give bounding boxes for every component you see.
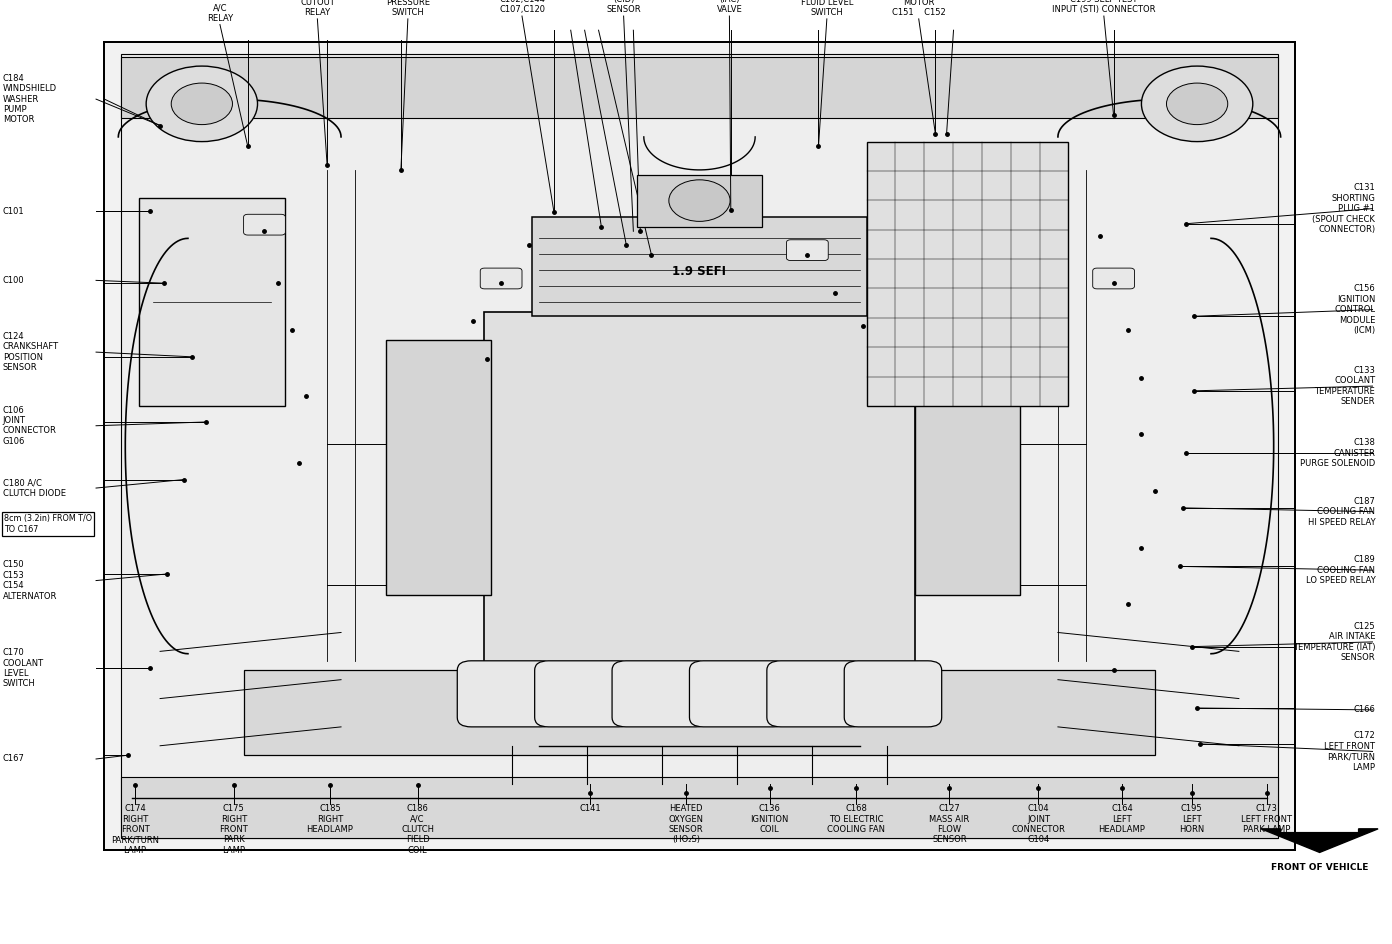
Text: C170
COOLANT
LEVEL
SWITCH: C170 COOLANT LEVEL SWITCH — [3, 649, 45, 688]
Text: C186
A/C
CLUTCH
FIELD
COIL: C186 A/C CLUTCH FIELD COIL — [401, 804, 434, 855]
FancyBboxPatch shape — [636, 175, 763, 227]
FancyBboxPatch shape — [535, 661, 632, 727]
Text: HEATED
OXYGEN
SENSOR
(HO₂S): HEATED OXYGEN SENSOR (HO₂S) — [668, 804, 704, 845]
Text: C131
SHORTING
PLUG #1
(SPOUT CHECK
CONNECTOR): C131 SHORTING PLUG #1 (SPOUT CHECK CONNE… — [1313, 183, 1375, 234]
Text: C172
LEFT FRONT
PARK/TURN
LAMP: C172 LEFT FRONT PARK/TURN LAMP — [1324, 732, 1375, 771]
Circle shape — [1141, 66, 1253, 142]
Text: C195
LEFT
HORN: C195 LEFT HORN — [1179, 804, 1204, 834]
FancyBboxPatch shape — [139, 198, 285, 406]
Text: C180 A/C
CLUTCH DIODE: C180 A/C CLUTCH DIODE — [3, 479, 65, 497]
Text: C141: C141 — [579, 804, 601, 814]
FancyBboxPatch shape — [121, 57, 1278, 118]
Text: C181
WOT
CUTOUT
RELAY: C181 WOT CUTOUT RELAY — [301, 0, 334, 17]
Text: C150
C153
C154
ALTERNATOR: C150 C153 C154 ALTERNATOR — [3, 561, 57, 600]
Text: C138
CANISTER
PURGE SOLENOID: C138 CANISTER PURGE SOLENOID — [1300, 438, 1375, 468]
FancyBboxPatch shape — [532, 217, 866, 316]
Text: C164
LEFT
HEADLAMP: C164 LEFT HEADLAMP — [1098, 804, 1146, 834]
FancyBboxPatch shape — [457, 661, 554, 727]
Text: C104
JOINT
CONNECTOR
G104: C104 JOINT CONNECTOR G104 — [1012, 804, 1065, 845]
Polygon shape — [1261, 829, 1378, 852]
Text: C124
CRANKSHAFT
POSITION
SENSOR: C124 CRANKSHAFT POSITION SENSOR — [3, 332, 58, 372]
FancyBboxPatch shape — [844, 661, 941, 727]
Circle shape — [1166, 83, 1228, 125]
FancyBboxPatch shape — [483, 312, 916, 689]
FancyBboxPatch shape — [786, 240, 828, 261]
Text: C189
COOLING FAN
LO SPEED RELAY: C189 COOLING FAN LO SPEED RELAY — [1306, 555, 1375, 585]
FancyBboxPatch shape — [244, 214, 285, 235]
Text: C173
LEFT FRONT
PARK LAMP: C173 LEFT FRONT PARK LAMP — [1242, 804, 1292, 834]
Text: C185
RIGHT
HEADLAMP: C185 RIGHT HEADLAMP — [306, 804, 354, 834]
FancyBboxPatch shape — [689, 661, 786, 727]
Text: C106
JOINT
CONNECTOR
G106: C106 JOINT CONNECTOR G106 — [3, 406, 57, 446]
FancyBboxPatch shape — [612, 661, 710, 727]
Text: FRONT OF VEHICLE: FRONT OF VEHICLE — [1271, 863, 1368, 872]
FancyBboxPatch shape — [121, 54, 1278, 838]
Text: C167: C167 — [3, 754, 25, 764]
Text: C100: C100 — [3, 276, 25, 285]
Text: C119
CYLINDER
IDENTIFICATION
(CID)
SENSOR: C119 CYLINDER IDENTIFICATION (CID) SENSO… — [590, 0, 657, 14]
Text: C171
TO BRAKE
FLUID LEVEL
SWITCH: C171 TO BRAKE FLUID LEVEL SWITCH — [800, 0, 853, 17]
Text: C190
A/C
RELAY: C190 A/C RELAY — [207, 0, 232, 23]
Text: C136
IGNITION
COIL: C136 IGNITION COIL — [750, 804, 789, 834]
Text: C174
RIGHT
FRONT
PARK/TURN
LAMP: C174 RIGHT FRONT PARK/TURN LAMP — [111, 804, 159, 855]
Text: 8cm (3.2in) FROM T/O
TO C167: 8cm (3.2in) FROM T/O TO C167 — [4, 514, 92, 533]
Text: C125
AIR INTAKE
TEMPERATURE (IAT)
SENSOR: C125 AIR INTAKE TEMPERATURE (IAT) SENSOR — [1293, 622, 1375, 662]
FancyBboxPatch shape — [916, 340, 1019, 595]
Text: C168
TO ELECTRIC
COOLING FAN: C168 TO ELECTRIC COOLING FAN — [827, 804, 885, 834]
Text: C156
IGNITION
CONTROL
MODULE
(ICM): C156 IGNITION CONTROL MODULE (ICM) — [1335, 284, 1375, 335]
FancyBboxPatch shape — [386, 340, 490, 595]
FancyBboxPatch shape — [1093, 268, 1134, 289]
Text: C175
RIGHT
FRONT
PARK
LAMP: C175 RIGHT FRONT PARK LAMP — [220, 804, 248, 855]
Circle shape — [146, 66, 258, 142]
Text: C166: C166 — [1353, 705, 1375, 715]
Text: 1.9 SEFI: 1.9 SEFI — [672, 265, 727, 278]
Text: C142
CLUTCH CYCLING
PRESSURE
SWITCH: C142 CLUTCH CYCLING PRESSURE SWITCH — [372, 0, 444, 17]
FancyBboxPatch shape — [866, 142, 1069, 406]
Text: C127
MASS AIR
FLOW
SENSOR: C127 MASS AIR FLOW SENSOR — [930, 804, 969, 845]
Text: FUEL
INJECTORS
C102,C144
C107,C120: FUEL INJECTORS C102,C144 C107,C120 — [498, 0, 546, 14]
Text: C133
COOLANT
TEMPERATURE
SENDER: C133 COOLANT TEMPERATURE SENDER — [1314, 366, 1375, 406]
Text: C184
WINDSHIELD
WASHER
PUMP
MOTOR: C184 WINDSHIELD WASHER PUMP MOTOR — [3, 74, 57, 125]
FancyBboxPatch shape — [121, 777, 1278, 838]
FancyBboxPatch shape — [767, 661, 864, 727]
Circle shape — [668, 179, 729, 222]
Text: C198 DATA LINK
CONNECTOR (DLC)
C199 SELF TEST
INPUT (STI) CONNECTOR: C198 DATA LINK CONNECTOR (DLC) C199 SELF… — [1052, 0, 1155, 14]
FancyBboxPatch shape — [104, 42, 1295, 850]
Circle shape — [171, 83, 232, 125]
Text: C101: C101 — [3, 207, 25, 216]
Text: C113
IDLE AIR
CONTROL
(IAC)
VALVE: C113 IDLE AIR CONTROL (IAC) VALVE — [709, 0, 750, 14]
Text: WINDSHIELD
WIPER
MOTOR
C151    C152: WINDSHIELD WIPER MOTOR C151 C152 — [892, 0, 945, 17]
Text: C187
COOLING FAN
HI SPEED RELAY: C187 COOLING FAN HI SPEED RELAY — [1307, 497, 1375, 527]
FancyBboxPatch shape — [244, 670, 1155, 755]
FancyBboxPatch shape — [480, 268, 522, 289]
